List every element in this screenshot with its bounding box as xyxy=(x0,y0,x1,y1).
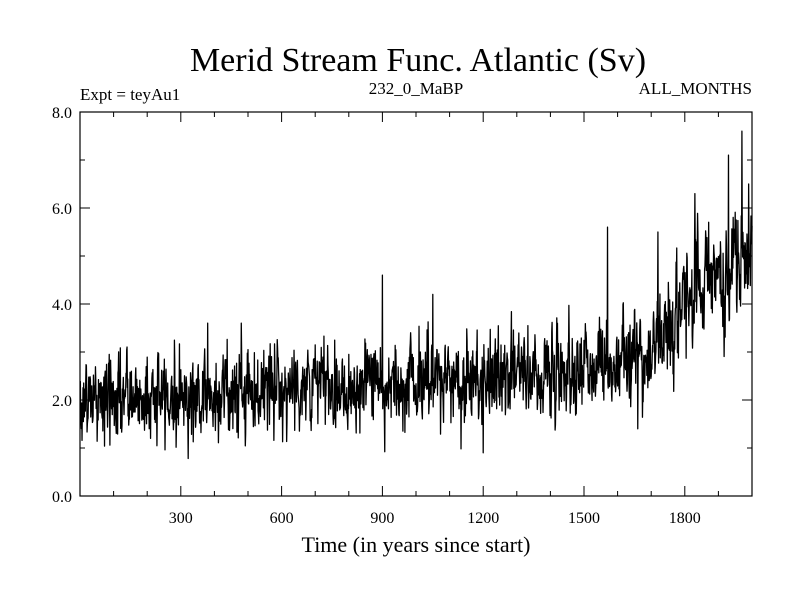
x-tick-label: 1800 xyxy=(669,510,701,527)
x-axis-label: Time (in years since start) xyxy=(302,532,531,557)
axis-layer: 0.0 2.0 4.0 6.0 8.0 300 600 900 1200 1500 1800 xyxy=(52,105,752,527)
y-tick-label: 6.0 xyxy=(52,201,72,218)
chart-title: Merid Stream Func. Atlantic (Sv) xyxy=(190,42,646,79)
x-tick-label: 1500 xyxy=(568,510,600,527)
x-tick-label: 600 xyxy=(270,510,294,527)
x-tick-label: 900 xyxy=(370,510,394,527)
series-layer xyxy=(79,130,753,460)
y-tick-label: 2.0 xyxy=(52,393,72,410)
y-tick-label: 4.0 xyxy=(52,297,72,314)
x-tick-label: 1200 xyxy=(467,510,499,527)
y-tick-label: 0.0 xyxy=(52,489,72,506)
chart-subtitle-center: 232_0_MaBP xyxy=(369,79,463,98)
y-tick-label: 8.0 xyxy=(52,105,72,122)
chart-subtitle-right: ALL_MONTHS xyxy=(639,79,752,98)
series-line-amoc xyxy=(79,130,753,460)
plot-area-frame xyxy=(79,111,753,497)
x-tick-label: 300 xyxy=(169,510,193,527)
chart-subtitle-left: Expt = teyAu1 xyxy=(80,85,180,104)
